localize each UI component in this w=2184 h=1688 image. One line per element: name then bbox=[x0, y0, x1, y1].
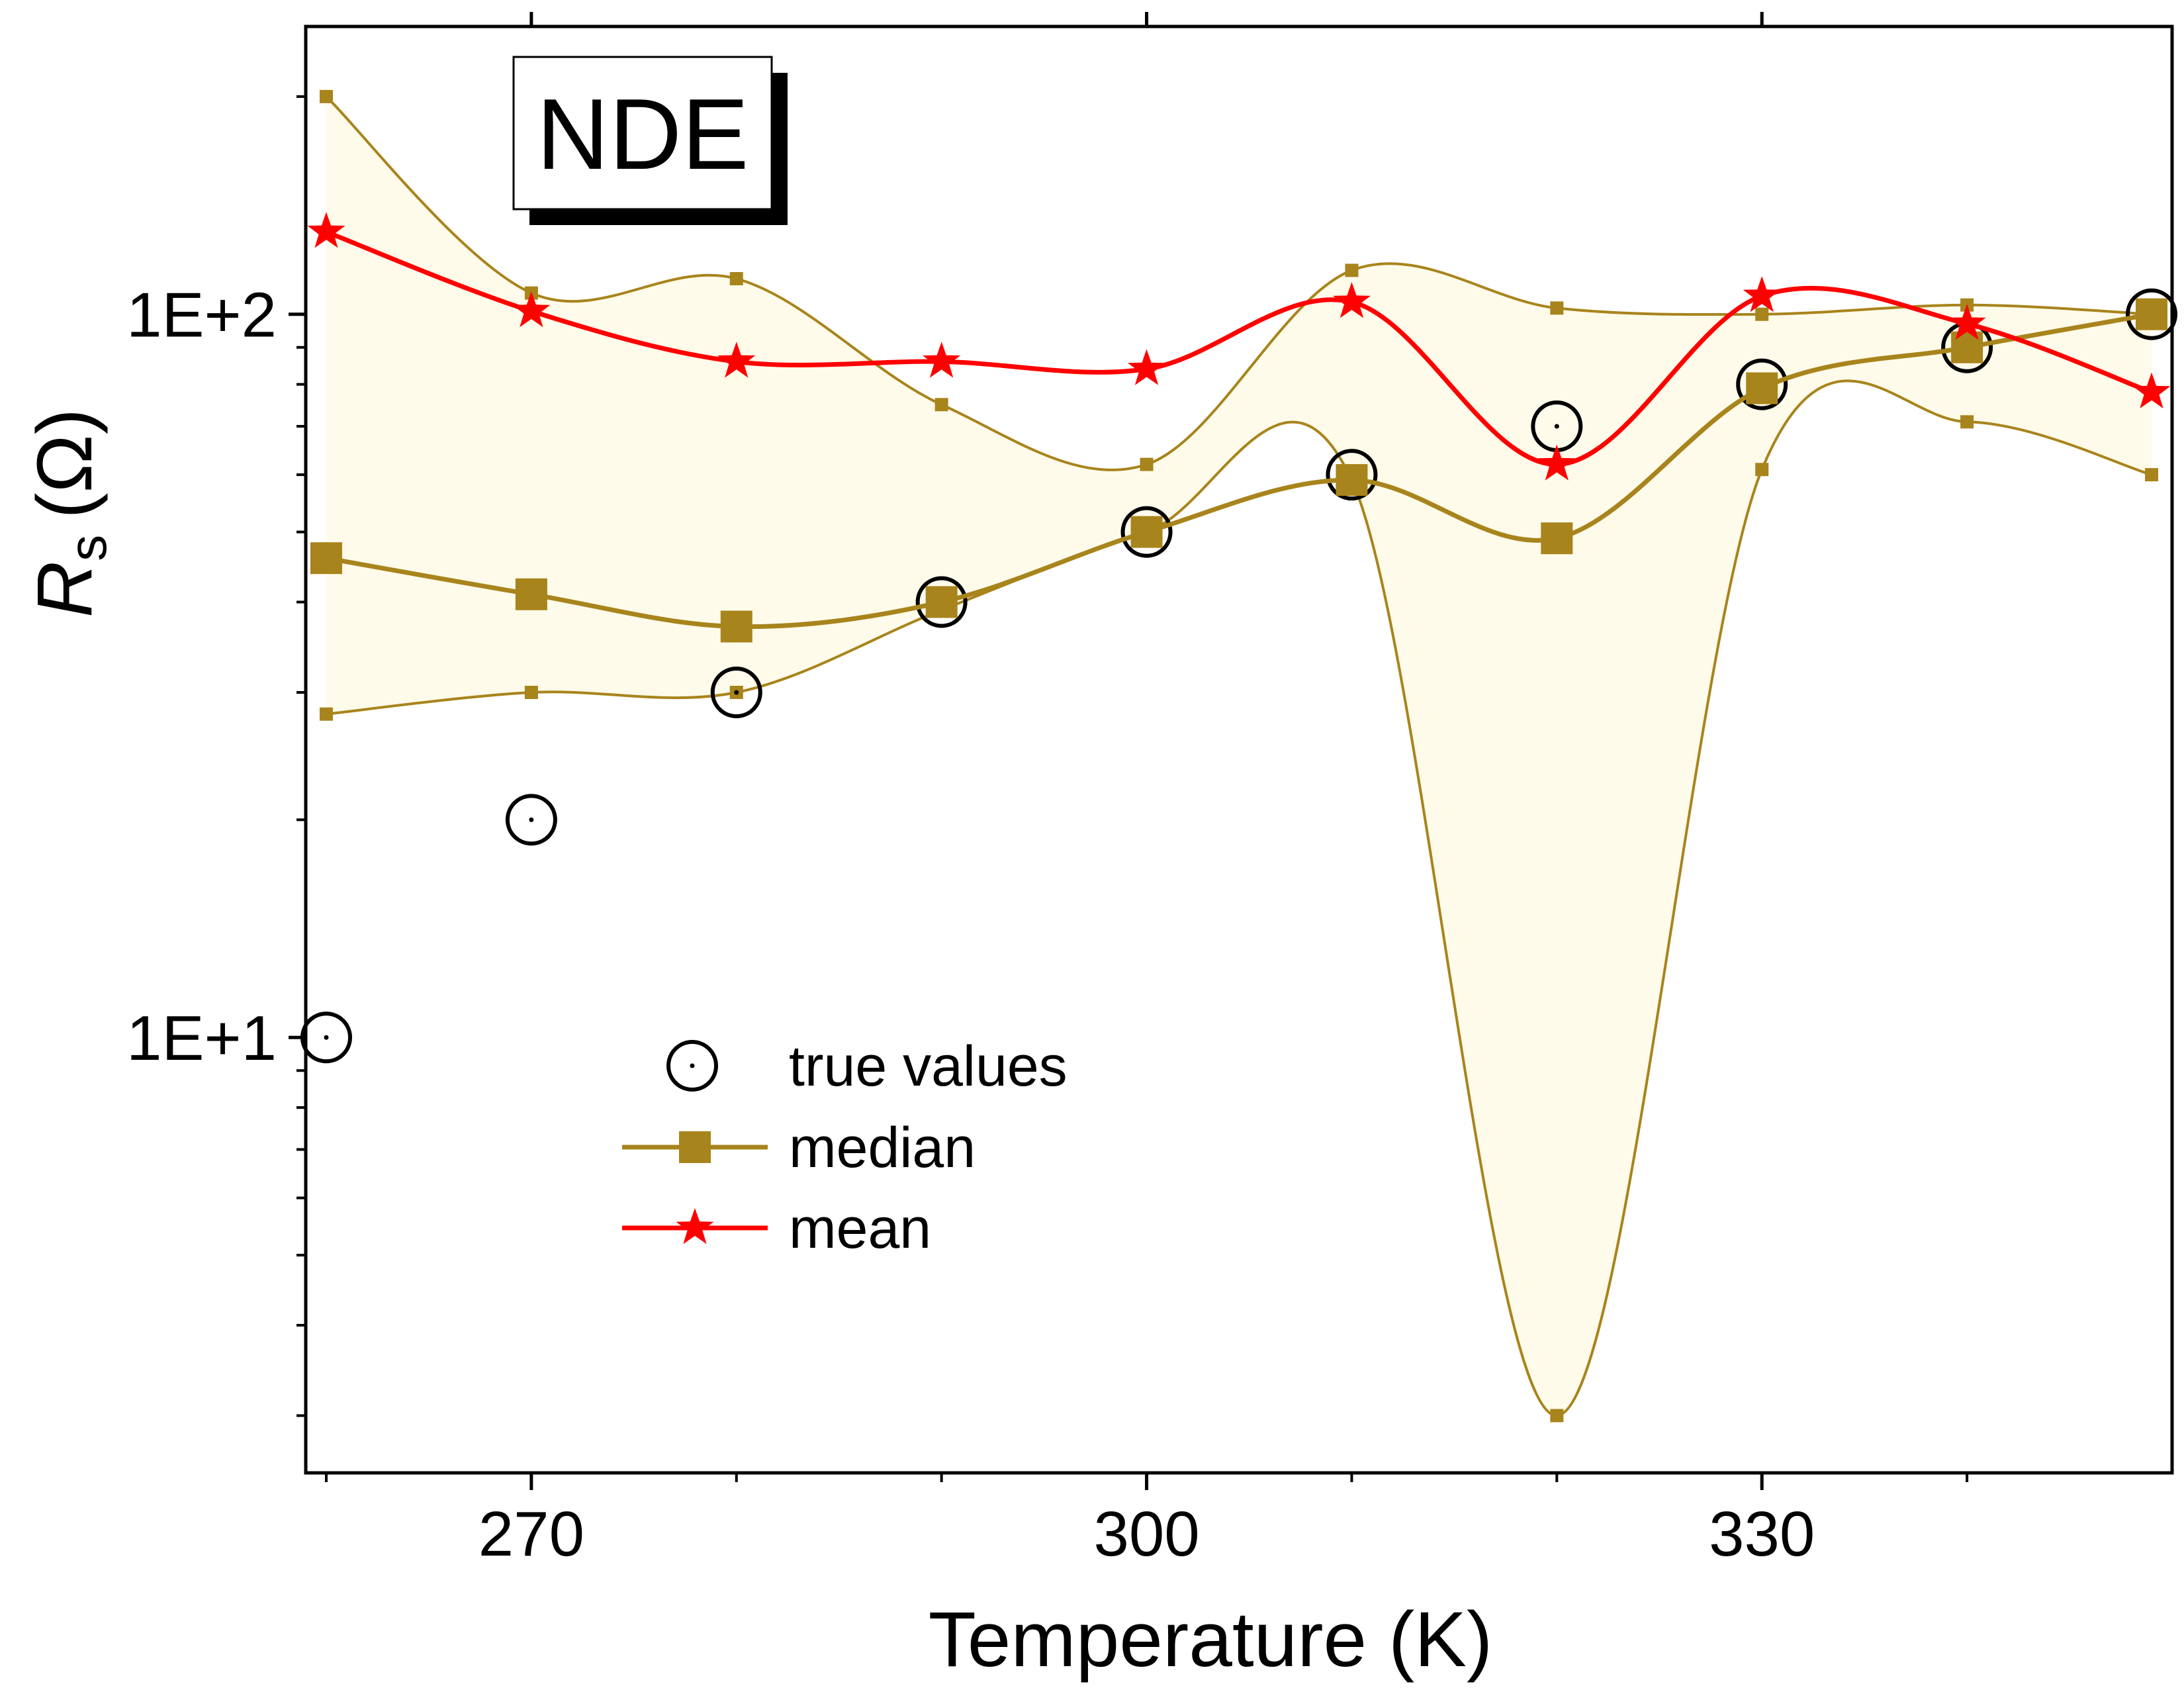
x-tick-label: 300 bbox=[1093, 1499, 1199, 1570]
true-value-ring bbox=[1736, 358, 1788, 410]
series-mean bbox=[307, 212, 2171, 481]
true-value-ring bbox=[1120, 506, 1173, 558]
band-upper-line bbox=[325, 95, 2152, 471]
spread-band bbox=[319, 89, 2159, 1423]
mean-line bbox=[325, 230, 2153, 467]
x-tick-label: 270 bbox=[478, 1499, 584, 1570]
true-value-ring bbox=[915, 576, 968, 628]
band-lower-point bbox=[1755, 463, 1769, 477]
band-upper-point bbox=[1755, 307, 1769, 321]
true-value-dot bbox=[734, 690, 739, 695]
mean-point bbox=[512, 291, 551, 328]
y-axis-title-unit: (Ω) bbox=[21, 408, 109, 519]
legend-mean-icon bbox=[676, 1208, 714, 1244]
badge: NDE bbox=[512, 56, 788, 225]
legend-label: mean bbox=[789, 1197, 931, 1260]
x-axis-title: Temperature (K) bbox=[929, 1596, 1493, 1683]
legend: true values median mean bbox=[622, 1035, 1068, 1260]
band-lower-point bbox=[524, 685, 538, 699]
band-lower-point bbox=[1550, 1409, 1564, 1423]
mean-point bbox=[923, 342, 961, 378]
y-tick-label: 1E+2 bbox=[126, 280, 277, 351]
band-lower-point bbox=[2145, 468, 2159, 482]
true-value-dot bbox=[324, 1035, 329, 1040]
median-point bbox=[720, 610, 752, 643]
band-lower-point bbox=[1960, 415, 1974, 429]
legend-entry-true-values: true values bbox=[666, 1035, 1068, 1098]
mean-point bbox=[1743, 276, 1781, 312]
y-axis-title-sub: s bbox=[58, 535, 117, 561]
legend-label: median bbox=[789, 1116, 976, 1180]
true-value-dot bbox=[529, 817, 534, 822]
legend-entry-median: median bbox=[622, 1116, 976, 1180]
true-value-ring bbox=[710, 666, 762, 718]
band-fill bbox=[326, 96, 2152, 1416]
legend-entry-mean: mean bbox=[622, 1197, 931, 1260]
series-median bbox=[310, 298, 2168, 643]
true-value-point bbox=[300, 1011, 352, 1064]
band-upper-point bbox=[1550, 301, 1564, 315]
legend-median-icon bbox=[679, 1131, 711, 1163]
mean-point bbox=[1128, 349, 1166, 385]
band-upper-point bbox=[729, 271, 743, 285]
true-value-ring bbox=[300, 1011, 352, 1064]
mean-point bbox=[1537, 444, 1576, 481]
true-value-point bbox=[710, 666, 762, 718]
mean-point bbox=[2132, 372, 2171, 408]
median-point bbox=[1746, 372, 1778, 404]
legend-true-values-dot bbox=[690, 1063, 695, 1068]
y-axis-title: Rs (Ω) bbox=[21, 408, 117, 618]
band-upper-point bbox=[1140, 457, 1154, 471]
band-upper-point bbox=[934, 398, 948, 412]
true-value-dot bbox=[1554, 424, 1559, 429]
badge-box bbox=[512, 56, 773, 211]
median-point bbox=[2136, 298, 2168, 330]
median-point bbox=[1130, 516, 1163, 548]
median-point bbox=[515, 578, 547, 610]
band-upper-point bbox=[319, 89, 333, 103]
x-tick-label: 330 bbox=[1709, 1499, 1815, 1570]
true-value-point bbox=[505, 794, 557, 846]
median-line bbox=[326, 312, 2152, 630]
y-axis-title-main: R bbox=[21, 561, 109, 618]
true-value-ring bbox=[1326, 449, 1378, 501]
median-point bbox=[1336, 464, 1368, 496]
true-value-ring bbox=[2126, 288, 2178, 340]
series-layer bbox=[300, 212, 2178, 1064]
legend-label: true values bbox=[789, 1035, 1068, 1098]
median-point bbox=[1541, 522, 1573, 555]
true-value-ring bbox=[505, 794, 557, 846]
plot-frame bbox=[304, 24, 2174, 1475]
mean-point bbox=[307, 212, 345, 248]
axes: 270 300 330 1E+1 1E+2 bbox=[126, 12, 2174, 1570]
legend-true-values-icon bbox=[666, 1040, 718, 1092]
median-point bbox=[925, 586, 958, 618]
median-point bbox=[1951, 331, 1983, 363]
band-lower-point bbox=[319, 707, 333, 721]
badge-label: NDE bbox=[537, 78, 749, 191]
y-tick-label: 1E+1 bbox=[126, 1003, 277, 1074]
mean-point bbox=[1332, 282, 1371, 318]
band-upper-point bbox=[1345, 263, 1359, 277]
mean-point bbox=[717, 342, 756, 378]
mean-point bbox=[1948, 304, 1986, 340]
median-point bbox=[310, 542, 342, 575]
